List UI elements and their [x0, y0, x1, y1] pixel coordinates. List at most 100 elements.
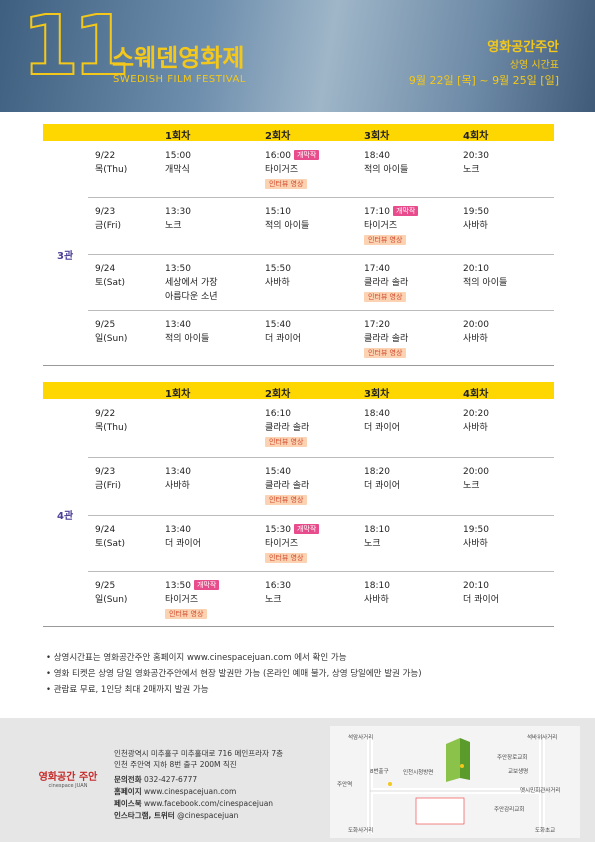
- header-background: [0, 0, 595, 112]
- title: 적의 아이들: [165, 334, 210, 344]
- slot: 15:40 더 콰이어: [265, 318, 363, 346]
- time-line: 20:20: [463, 407, 561, 421]
- title: 개막식: [165, 165, 190, 175]
- badge: 개막작: [193, 580, 220, 590]
- slot: 20:00 노크: [463, 465, 561, 493]
- day: 토(Sat): [95, 539, 126, 549]
- time: 18:10: [364, 525, 390, 535]
- bullet: •: [46, 669, 54, 679]
- logo-sub: cinespace JUAN: [48, 783, 88, 789]
- time: 17:10: [364, 207, 390, 217]
- day: 금(Fri): [95, 481, 122, 491]
- slot: 13:30 노크: [165, 205, 263, 233]
- column-header: 2회차: [265, 131, 291, 142]
- logo-text: 영화공간 주안: [38, 772, 98, 783]
- title: 적의 아이들: [265, 221, 310, 231]
- time: 19:50: [463, 207, 489, 217]
- date: 9/23: [95, 207, 116, 217]
- subtitle: 상영 시간표: [509, 60, 559, 71]
- date-cell: 9/25 일(Sun): [95, 318, 127, 346]
- row-divider: [88, 197, 554, 198]
- time-line: 15:30 개막작: [265, 523, 363, 537]
- time-line: 18:40: [364, 149, 462, 163]
- slot: 17:10 개막작 타이거즈 인터뷰 영상: [364, 205, 462, 247]
- time: 15:10: [265, 207, 291, 217]
- title: 더 콰이어: [265, 334, 301, 344]
- time-line: 13:40: [165, 318, 263, 332]
- time: 18:40: [364, 409, 390, 419]
- title: 타이거즈: [265, 165, 299, 175]
- contact-label: 문의전화: [114, 775, 142, 784]
- slot: 13:40 사바하: [165, 465, 263, 493]
- badge: 개막작: [293, 524, 320, 534]
- contact-value: @cinespacejuan: [177, 811, 239, 820]
- slot: 17:20 클라라 솔라 인터뷰 영상: [364, 318, 462, 360]
- tag-wrap: 인터뷰 영상: [364, 346, 462, 360]
- footer-logo: 영화공간 주안 cinespace JUAN: [28, 768, 108, 789]
- slot: 18:20 더 콰이어: [364, 465, 462, 493]
- time: 20:20: [463, 409, 489, 419]
- slot: 18:10 사바하: [364, 579, 462, 607]
- time: 18:20: [364, 467, 390, 477]
- map-label: 석암사거리: [348, 735, 374, 741]
- time: 13:40: [165, 467, 191, 477]
- time-line: 17:40: [364, 262, 462, 276]
- title: 노크: [463, 165, 480, 175]
- title: 클라라 솔라: [265, 423, 310, 433]
- title: 클라라 솔라: [364, 334, 409, 344]
- map-label: 옛시민회관사거리: [520, 788, 561, 794]
- day: 목(Thu): [95, 165, 128, 175]
- badge: 개막작: [293, 150, 320, 160]
- time-line: 16:10: [265, 407, 363, 421]
- title: 사바하: [463, 334, 488, 344]
- day: 토(Sat): [95, 278, 126, 288]
- map-label: 교보생명: [508, 769, 529, 775]
- date: 9/23: [95, 467, 116, 477]
- map-label: 8번출구: [370, 769, 389, 775]
- contact: 인스타그램, 트위터 @cinespacejuan: [114, 810, 238, 821]
- time: 15:40: [265, 320, 291, 330]
- title: 노크: [265, 595, 282, 605]
- date-cell: 9/24 토(Sat): [95, 523, 125, 551]
- time: 20:10: [463, 581, 489, 591]
- row-divider: [88, 254, 554, 255]
- date: 9/25: [95, 581, 116, 591]
- contact-value: www.cinespacejuan.com: [144, 787, 237, 796]
- map-label: 인천시청방면: [403, 770, 434, 776]
- time: 18:10: [364, 581, 390, 591]
- table-header-bar: [43, 382, 554, 399]
- tag-wrap: 인터뷰 영상: [265, 493, 363, 507]
- row-divider: [43, 626, 554, 627]
- column-header: 3회차: [364, 131, 390, 142]
- time-line: 20:00: [463, 318, 561, 332]
- time: 20:00: [463, 320, 489, 330]
- slot: 20:10 더 콰이어: [463, 579, 561, 607]
- slot: 19:50 사바하: [463, 523, 561, 551]
- tag: 인터뷰 영상: [265, 495, 308, 505]
- slot: 18:40 더 콰이어: [364, 407, 462, 435]
- slot: 15:10 적의 아이들: [265, 205, 363, 233]
- tag-wrap: 인터뷰 영상: [364, 290, 462, 304]
- row-divider: [43, 365, 554, 366]
- day: 일(Sun): [95, 334, 128, 344]
- tag: 인터뷰 영상: [265, 179, 308, 189]
- row-divider: [88, 457, 554, 458]
- slot: 13:50 세상에서 가장 아름다운 소년: [165, 262, 263, 304]
- tag-wrap: 인터뷰 영상: [364, 233, 462, 247]
- tag-wrap: 인터뷰 영상: [165, 607, 263, 621]
- title: 사바하: [165, 481, 190, 491]
- title: 사바하: [463, 423, 488, 433]
- slot: 15:50 사바하: [265, 262, 363, 290]
- date-cell: 9/22 목(Thu): [95, 407, 127, 435]
- note: • 상영시간표는 영화공간주안 홈페이지 www.cinespacejuan.c…: [46, 651, 347, 663]
- time: 17:40: [364, 264, 390, 274]
- time: 16:00: [265, 151, 291, 161]
- title: 더 콰이어: [463, 595, 499, 605]
- time: 16:10: [265, 409, 291, 419]
- time: 19:50: [463, 525, 489, 535]
- date-cell: 9/22 목(Thu): [95, 149, 127, 177]
- title: 노크: [165, 221, 182, 231]
- time-line: 19:50: [463, 523, 561, 537]
- date-cell: 9/24 토(Sat): [95, 262, 125, 290]
- hall-label: 4관: [57, 510, 74, 522]
